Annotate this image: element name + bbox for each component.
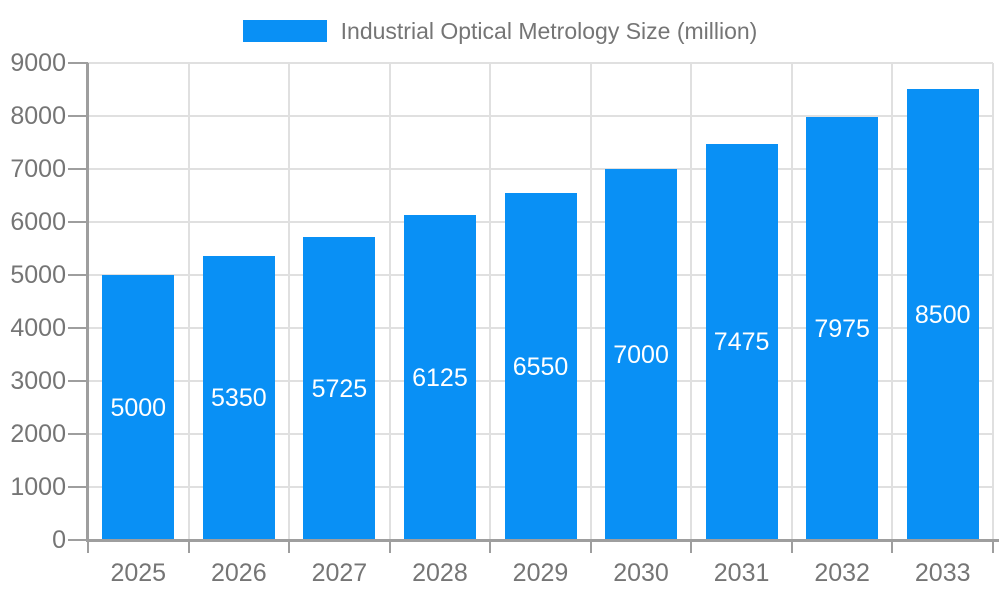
bar-2027[interactable]: 5725 [303,237,376,540]
x-axis-label: 2032 [814,559,870,587]
gridline-vertical [690,63,693,540]
bar-value-label: 7000 [613,340,669,369]
y-axis-tick [68,486,88,488]
y-axis-tick [68,274,88,276]
x-axis-tick [187,541,190,553]
bar-value-label: 7475 [713,328,770,356]
x-axis-tick [891,541,894,553]
x-axis-label: 2028 [412,559,468,587]
x-axis-label: 2029 [512,559,569,587]
gridline-vertical [489,63,492,540]
x-axis-tick [489,541,492,553]
y-axis-tick [68,115,88,117]
y-axis-tick [68,380,88,382]
y-axis-label: 0 [52,526,66,554]
gridline-vertical [288,63,291,540]
gridline-horizontal [88,62,993,64]
legend-label: Industrial Optical Metrology Size (milli… [340,18,758,44]
bar-value-label: 8500 [914,300,971,329]
y-axis-tick [68,327,88,329]
x-axis-label: 2025 [110,559,167,587]
y-axis-tick [68,433,88,435]
x-axis-tick [992,541,994,553]
x-axis-label: 2026 [211,559,267,587]
gridline-vertical [992,63,994,540]
gridline-vertical [589,63,592,540]
y-axis-label: 9000 [10,49,66,77]
bar-2025[interactable]: 5000 [102,275,175,540]
x-axis-tick [589,541,592,553]
y-axis-label: 5000 [10,261,66,289]
y-axis-label: 3000 [10,367,66,395]
y-axis-label: 2000 [10,420,66,448]
y-axis-tick [68,221,88,223]
y-axis-tick [68,62,88,64]
x-axis-tick [288,541,291,553]
x-axis-label: 2027 [311,559,368,587]
x-axis-label: 2031 [713,559,770,587]
bar-2031[interactable]: 7475 [705,144,778,540]
bar-value-label: 5350 [211,384,267,412]
gridline-horizontal [88,168,993,170]
x-axis-line [86,539,999,542]
x-axis-tick [690,541,693,553]
bar-2029[interactable]: 6550 [504,193,577,540]
y-axis-label: 8000 [10,102,66,130]
bar-value-label: 6550 [512,352,569,381]
bar-value-label: 5725 [311,374,368,403]
bar-value-label: 7975 [814,314,870,343]
x-axis-tick [87,541,89,553]
legend[interactable]: Industrial Optical Metrology Size (milli… [0,17,1000,45]
y-axis-label: 4000 [10,314,66,342]
bar-2028[interactable]: 6125 [403,215,476,540]
bar-2033[interactable]: 8500 [906,89,979,540]
bar-2030[interactable]: 7000 [605,169,678,540]
legend-swatch-icon [242,20,327,42]
gridline-vertical [891,63,894,540]
gridline-vertical [790,63,793,540]
bar-2026[interactable]: 5350 [202,256,275,540]
y-axis-tick [68,168,88,170]
y-axis-label: 7000 [10,155,66,183]
gridline-horizontal [88,115,993,117]
bar-2032[interactable]: 7975 [806,117,879,540]
bar-value-label: 6125 [412,363,468,392]
y-axis-line [86,63,89,542]
gridline-vertical [187,63,190,540]
x-axis-label: 2030 [613,559,669,587]
bar-value-label: 5000 [110,393,167,422]
y-axis-tick [68,539,88,541]
x-axis-tick [388,541,391,553]
gridline-vertical [388,63,391,540]
y-axis-label: 1000 [10,473,66,501]
x-axis-label: 2033 [914,559,971,587]
x-axis-tick [790,541,793,553]
y-axis-label: 6000 [10,208,66,236]
